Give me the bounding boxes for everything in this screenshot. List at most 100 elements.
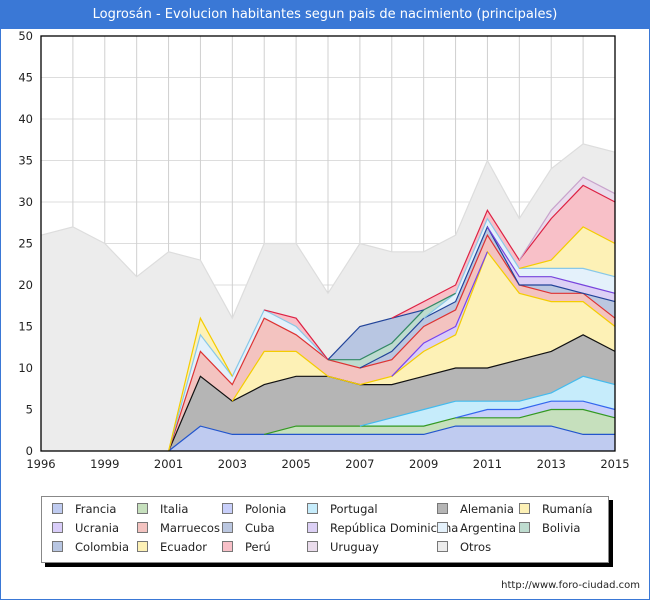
y-tick-label: 0 — [26, 444, 33, 458]
legend-label: Uruguay — [330, 540, 379, 554]
chart-title: Logrosán - Evolucion habitantes segun pa… — [0, 0, 650, 29]
legend-item-francia: Francia — [52, 500, 116, 518]
x-tick-label: 2013 — [537, 457, 566, 471]
y-tick-label: 15 — [18, 320, 33, 334]
line-marruecos — [168, 233, 616, 452]
legend-item-rumania: Rumanía — [519, 500, 593, 518]
legend-label: República Dominicana — [330, 521, 459, 535]
legend-swatch — [307, 541, 318, 552]
line-bolivia — [328, 292, 456, 361]
legend-label: Perú — [245, 540, 271, 554]
line-ecuador — [168, 226, 616, 452]
area-francia — [41, 426, 615, 451]
legend-swatch — [437, 503, 448, 514]
legend-swatch — [222, 541, 233, 552]
legend-item-bolivia: Bolivia — [519, 519, 580, 537]
y-tick-label: 30 — [18, 195, 33, 209]
legend-item-portugal: Portugal — [307, 500, 378, 518]
legend-item-alemania: Alemania — [437, 500, 514, 518]
legend-swatch — [137, 541, 148, 552]
x-tick-label: 2007 — [345, 457, 374, 471]
legend-item-ucrania: Ucrania — [52, 519, 119, 537]
legend-label: Francia — [75, 502, 117, 516]
source-url: http://www.foro-ciudad.com — [501, 580, 640, 591]
legend-swatch — [137, 503, 148, 514]
plot-border — [40, 35, 616, 452]
legend-label: Ucrania — [75, 521, 120, 535]
legend-item-peru: Perú — [222, 538, 271, 556]
x-tick-label: 2015 — [600, 457, 629, 471]
y-tick-label: 25 — [18, 237, 33, 251]
legend-swatch — [222, 503, 233, 514]
legend-item-cuba: Cuba — [222, 519, 275, 537]
area-otros — [41, 143, 615, 451]
x-tick-label: 1999 — [90, 457, 119, 471]
legend-label: Marruecos — [160, 521, 220, 535]
x-tick-label: 2001 — [154, 457, 183, 471]
line-otros — [40, 143, 616, 320]
legend-item-republica-dominicana: República Dominicana — [307, 519, 458, 537]
legend-item-argentina: Argentina — [437, 519, 516, 537]
x-tick-label: 2003 — [218, 457, 247, 471]
axes — [40, 35, 616, 452]
y-tick-label: 50 — [18, 29, 33, 43]
legend-label: Argentina — [460, 521, 517, 535]
x-tick-label: 2009 — [409, 457, 438, 471]
legend-swatch — [137, 522, 148, 533]
legend: Francia Italia Polonia Portugal Alemania Ruma… — [41, 496, 609, 563]
legend-swatch — [52, 522, 63, 533]
area-rumania — [41, 251, 615, 451]
legend-swatch — [222, 522, 233, 533]
legend-swatch — [437, 541, 448, 552]
legend-label: Rumanía — [542, 502, 593, 516]
legend-label: Bolivia — [542, 521, 581, 535]
legend-swatch — [437, 522, 448, 533]
legend-label: Ecuador — [160, 540, 207, 554]
y-tick-label: 45 — [18, 71, 33, 85]
legend-swatch — [52, 503, 63, 514]
area-series — [40, 143, 616, 452]
y-tick-label: 20 — [18, 278, 33, 292]
legend-item-polonia: Polonia — [222, 500, 286, 518]
y-tick-label: 5 — [26, 403, 33, 417]
line-francia — [168, 425, 615, 452]
line-polonia — [455, 400, 616, 419]
legend-swatch — [519, 503, 530, 514]
legend-label: Portugal — [330, 502, 378, 516]
line-republica-dominicana — [486, 226, 616, 294]
line-colombia — [327, 309, 424, 361]
legend-item-ecuador: Ecuador — [137, 538, 207, 556]
legend-label: Colombia — [75, 540, 130, 554]
legend-swatch — [519, 522, 530, 533]
legend-item-italia: Italia — [137, 500, 188, 518]
legend-swatch — [52, 541, 63, 552]
legend-item-colombia: Colombia — [52, 538, 129, 556]
line-italia — [264, 408, 616, 435]
x-tick-label: 2005 — [281, 457, 310, 471]
legend-swatch — [307, 522, 318, 533]
y-tick-label: 10 — [18, 361, 33, 375]
legend-item-marruecos: Marruecos — [137, 519, 220, 537]
area-alemania — [41, 334, 615, 451]
x-tick-labels: 1996 1999 2001 2003 2005 2007 2009 2011 2013 2015 — [26, 457, 629, 471]
line-rumania — [231, 250, 616, 402]
legend-item-otros: Otros — [437, 538, 491, 556]
legend-label: Polonia — [245, 502, 287, 516]
legend-item-uruguay: Uruguay — [307, 538, 379, 556]
legend-label: Italia — [160, 502, 189, 516]
y-tick-label: 40 — [18, 112, 33, 126]
legend-label: Alemania — [460, 502, 514, 516]
area-italia — [41, 409, 615, 451]
area-peru — [41, 185, 615, 451]
x-tick-label: 2011 — [473, 457, 502, 471]
line-portugal — [359, 375, 616, 427]
line-peru — [264, 184, 616, 361]
y-tick-labels: 0 5 10 15 20 25 30 35 40 45 50 — [18, 29, 33, 458]
legend-label: Cuba — [245, 521, 275, 535]
y-tick-label: 35 — [18, 154, 33, 168]
line-alemania — [168, 334, 616, 452]
legend-label: Otros — [460, 540, 492, 554]
line-ucrania — [391, 251, 488, 377]
x-tick-label: 1996 — [26, 457, 55, 471]
